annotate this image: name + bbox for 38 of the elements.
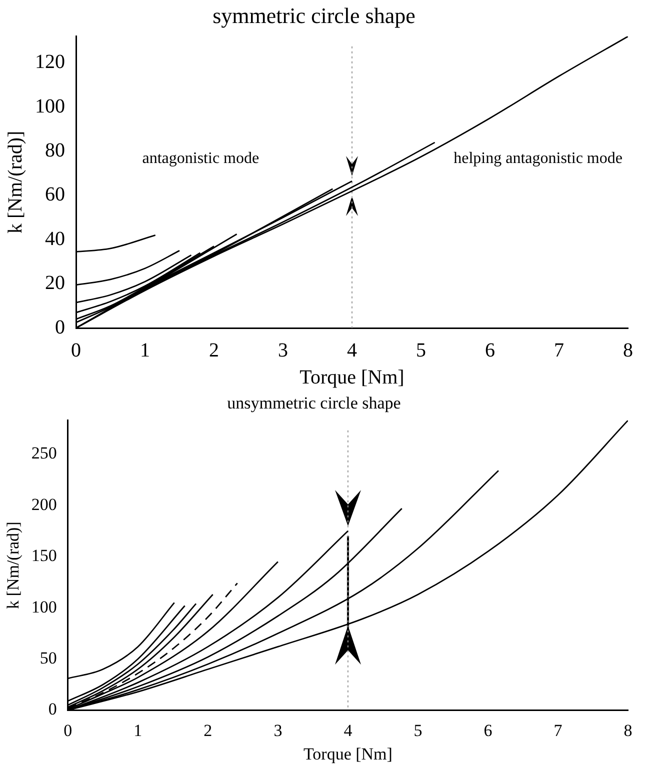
annotation: antagonistic mode <box>142 150 260 168</box>
x-axis-title: Torque [Nm] <box>303 744 392 764</box>
y-tick-label: 80 <box>45 140 65 162</box>
x-tick-label: 1 <box>140 339 150 362</box>
x-tick-label: 3 <box>274 720 282 740</box>
y-tick-label: 40 <box>45 228 65 250</box>
y-tick-label: 100 <box>35 95 65 118</box>
x-tick-label: 6 <box>485 339 495 362</box>
y-tick-label: 0 <box>55 316 65 338</box>
y-axis-title: k [Nm/(rad)] <box>4 130 26 234</box>
x-tick-label: 1 <box>134 720 142 740</box>
x-tick-label: 8 <box>624 720 632 740</box>
chart-title: unsymmetric circle shape <box>227 394 401 413</box>
x-tick-label: 7 <box>554 339 564 362</box>
y-tick-label: 200 <box>31 494 57 514</box>
x-tick-label: 2 <box>204 720 212 740</box>
x-tick-label: 3 <box>278 339 288 362</box>
y-axis-title: k [Nm/(rad)] <box>4 522 23 609</box>
x-axis-title: Torque [Nm] <box>300 366 404 388</box>
y-tick-label: 150 <box>31 546 57 566</box>
x-tick-label: 2 <box>209 339 219 362</box>
y-tick-label: 60 <box>45 184 65 206</box>
y-tick-label: 20 <box>45 272 65 294</box>
annotation: helping antagonistic mode <box>454 150 622 168</box>
x-tick-label: 4 <box>347 339 357 362</box>
x-tick-label: 7 <box>554 720 563 740</box>
y-tick-label: 0 <box>48 700 57 719</box>
x-tick-label: 0 <box>71 339 81 362</box>
x-tick-label: 6 <box>484 720 492 740</box>
y-tick-label: 100 <box>31 597 57 616</box>
y-tick-label: 50 <box>40 648 57 668</box>
x-tick-label: 5 <box>416 339 426 362</box>
y-tick-label: 250 <box>31 444 57 463</box>
x-tick-label: 8 <box>623 339 633 362</box>
x-tick-label: 5 <box>414 720 422 740</box>
y-tick-label: 120 <box>35 51 65 74</box>
x-tick-label: 4 <box>344 720 353 740</box>
chart-title: symmetric circle shape <box>212 2 416 28</box>
